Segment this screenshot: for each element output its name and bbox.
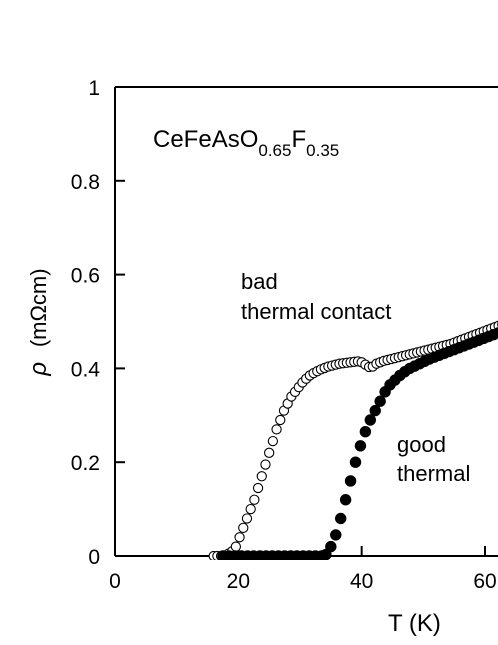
open-data-point [245, 503, 256, 515]
y-tick-label: 0.2 [71, 452, 100, 475]
compound-base: CeFeAsO [153, 126, 258, 153]
compound-label: CeFeAsO0.65F0.35 [153, 126, 339, 160]
open-data-point [252, 482, 264, 494]
open-data-point [238, 522, 249, 534]
compound-mid: F [291, 126, 306, 153]
open-data-point [249, 494, 260, 505]
filled-data-point [374, 395, 386, 407]
y-tick-label: 0.4 [71, 358, 101, 381]
x-tick-label: 20 [227, 570, 250, 593]
open-data-point [241, 513, 253, 524]
open-data-point [271, 424, 282, 435]
y-tick-label: 0 [88, 546, 100, 569]
y-axis-title: ρ (mΩcm) [25, 268, 52, 376]
filled-data-point [339, 494, 352, 506]
y-tick-label: 1 [88, 77, 100, 100]
x-tick-label: 60 [473, 570, 496, 593]
filled-data-point [325, 540, 337, 553]
open-data-point [256, 471, 267, 482]
filled-data-point [364, 414, 376, 426]
filled-data-point [344, 475, 357, 487]
compound-sub2: 0.35 [306, 141, 339, 160]
filled-data-point [349, 456, 362, 468]
y-tick-label: 0.8 [71, 171, 100, 194]
compound-sub1: 0.65 [258, 141, 291, 160]
open-data-point [260, 459, 271, 470]
x-tick-label: 0 [109, 570, 121, 593]
open-data-point [230, 541, 242, 552]
annotation-good-line1: good [397, 432, 446, 457]
open-data-point [264, 447, 275, 458]
filled-data-point [354, 440, 367, 452]
y-axis-symbol: ρ [25, 362, 52, 377]
open-data-point [234, 532, 245, 543]
x-axis-title: T (K) [388, 610, 441, 637]
y-tick-label: 0.6 [71, 265, 100, 288]
annotation-bad-line1: bad [241, 269, 278, 294]
y-axis-units: (mΩcm) [26, 268, 51, 347]
filled-data-point [330, 529, 342, 541]
filled-data-point [335, 512, 347, 525]
annotation-good-line2: thermal [397, 461, 470, 486]
filled-data-point [492, 327, 498, 339]
open-data-point [267, 435, 279, 447]
filled-data-point [359, 426, 372, 438]
filled-data-point [369, 404, 381, 417]
x-tick-label: 40 [350, 570, 373, 593]
open-data-point [275, 414, 286, 426]
annotation-bad-line2: thermal contact [241, 299, 391, 324]
svg-text:ρ (mΩcm): ρ (mΩcm) [25, 268, 52, 376]
